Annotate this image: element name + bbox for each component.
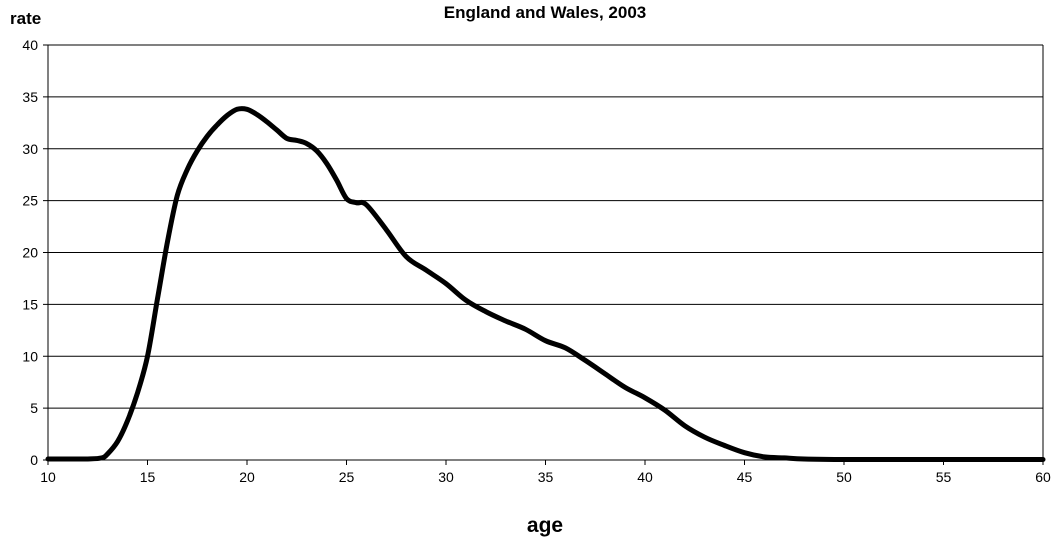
chart-title: England and Wales, 2003 bbox=[444, 3, 647, 22]
x-tick-label-40: 40 bbox=[637, 469, 653, 485]
x-tick-label-60: 60 bbox=[1035, 469, 1051, 485]
x-tick-label-15: 15 bbox=[140, 469, 156, 485]
x-tick-label-10: 10 bbox=[40, 469, 56, 485]
y-axis-ticks: 0 5 10 15 20 25 30 35 40 bbox=[22, 37, 48, 468]
y-tick-label-20: 20 bbox=[22, 245, 38, 261]
x-tick-label-45: 45 bbox=[737, 469, 753, 485]
x-axis-label: age bbox=[527, 514, 563, 537]
x-tick-label-30: 30 bbox=[438, 469, 454, 485]
gridlines bbox=[48, 44, 1043, 461]
y-tick-label-25: 25 bbox=[22, 193, 38, 209]
y-axis-label: rate bbox=[10, 9, 41, 28]
x-tick-label-55: 55 bbox=[936, 469, 952, 485]
rate-series-line bbox=[45, 106, 1046, 463]
y-tick-label-15: 15 bbox=[22, 296, 38, 312]
y-tick-label-30: 30 bbox=[22, 141, 38, 157]
y-tick-label-35: 35 bbox=[22, 89, 38, 105]
x-tick-label-35: 35 bbox=[538, 469, 554, 485]
y-tick-label-10: 10 bbox=[22, 348, 38, 364]
y-tick-label-5: 5 bbox=[30, 400, 38, 416]
x-axis-ticks: 10 15 20 25 30 35 40 45 50 55 60 bbox=[40, 460, 1051, 485]
y-tick-label-40: 40 bbox=[22, 37, 38, 53]
x-tick-label-50: 50 bbox=[836, 469, 852, 485]
x-tick-label-25: 25 bbox=[339, 469, 355, 485]
y-tick-label-0: 0 bbox=[30, 452, 38, 468]
x-tick-label-20: 20 bbox=[239, 469, 255, 485]
